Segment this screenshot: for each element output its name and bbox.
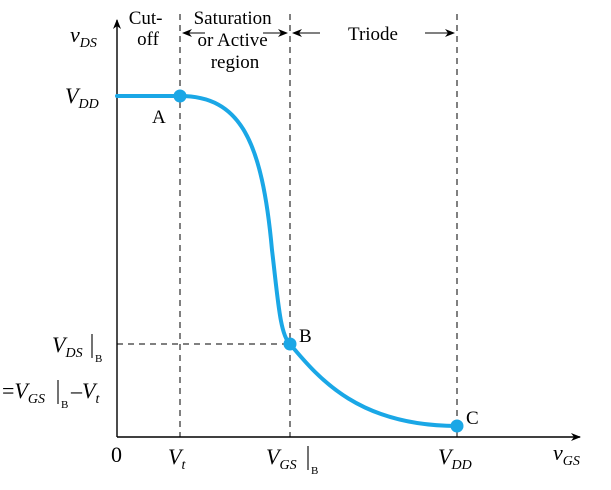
cutoff-label: Cut- off <box>129 8 168 50</box>
y-axis-label: vDS <box>70 22 97 51</box>
vt-x-label: Vt <box>168 444 186 473</box>
transfer-curve <box>115 94 459 428</box>
vds-b-label: VDS <box>52 332 83 361</box>
vdd-y-label: VDD <box>65 83 99 112</box>
point-a-label: A <box>152 107 166 128</box>
vdd-x-label: VDD <box>438 444 472 473</box>
point-b-marker <box>283 337 297 351</box>
vgs-minus-vt-label: =VGS <box>2 378 45 407</box>
point-c-marker <box>450 419 464 433</box>
point-b-label: B <box>299 326 312 347</box>
vgs-eq-eval-sub: B <box>61 399 68 411</box>
vgs-b-x-label: VGS <box>266 444 297 473</box>
origin-label: 0 <box>111 442 122 467</box>
point-a-marker <box>173 89 187 103</box>
vgs-b-eval-sub: B <box>311 465 318 477</box>
point-c-label: C <box>466 408 479 429</box>
saturation-label: Saturation or Active region <box>194 8 277 73</box>
vgs-eq-minus-vt: –Vt <box>70 378 100 407</box>
triode-label: Triode <box>348 24 398 45</box>
x-axis-label: vGS <box>553 440 580 469</box>
vds-b-eval-sub: B <box>95 353 102 365</box>
